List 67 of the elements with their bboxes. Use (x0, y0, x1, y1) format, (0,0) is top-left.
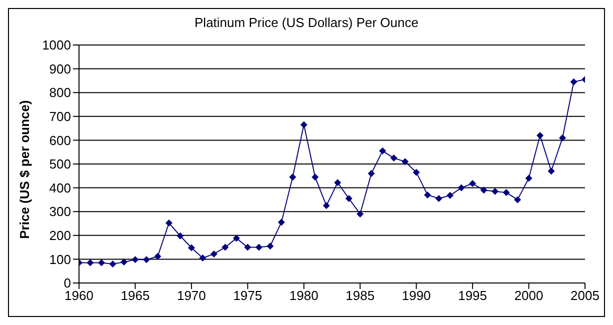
point (368, 170, 375, 178)
point (289, 174, 296, 181)
point (458, 184, 465, 192)
point (435, 195, 442, 202)
point (132, 256, 139, 264)
point (525, 174, 532, 182)
y-tick-label: 300 (49, 204, 71, 220)
point (548, 168, 555, 175)
y-tick-label: 400 (49, 180, 71, 196)
y-tick-label: 200 (49, 228, 71, 244)
x-tick-label: 1960 (64, 288, 94, 304)
x-tick-label: 1965 (120, 288, 150, 304)
point (176, 232, 184, 240)
point (402, 158, 409, 166)
point (559, 134, 566, 142)
point (480, 186, 488, 194)
point (424, 191, 432, 198)
x-tick-label: 1975 (233, 288, 262, 304)
y-tick-label: 700 (49, 109, 71, 124)
point (334, 179, 342, 186)
y-tick-label: 800 (49, 85, 71, 100)
y-tick-label: 600 (49, 132, 71, 148)
chart-title: Platinum Price (US Dollars) Per Ounce (194, 15, 420, 30)
point (232, 234, 240, 242)
point (120, 258, 128, 266)
point (300, 121, 308, 128)
x-tick-label: 1970 (176, 288, 206, 304)
point (570, 78, 578, 86)
point (210, 250, 218, 258)
point (446, 192, 454, 199)
x-tick-label: 2005 (570, 288, 600, 304)
point (165, 220, 172, 227)
point (244, 244, 252, 251)
point (502, 189, 510, 196)
y-tick-label: 900 (49, 61, 71, 76)
y-tick-label: 1000 (42, 38, 71, 53)
point (255, 244, 262, 251)
point (390, 154, 398, 162)
point (266, 242, 274, 250)
point (322, 202, 330, 210)
point (98, 259, 105, 266)
point (514, 196, 522, 204)
x-tick-label: 1985 (346, 288, 375, 304)
point (312, 174, 319, 181)
x-tick-label: 1980 (289, 288, 318, 304)
y-tick-label: 0 (64, 276, 71, 291)
x-tick-label: 1990 (402, 288, 431, 304)
y-tick-label: 500 (49, 156, 71, 172)
point (536, 132, 544, 139)
point (222, 244, 229, 251)
point (379, 147, 386, 154)
point (412, 168, 420, 176)
x-tick-label: 1995 (458, 288, 488, 304)
point (109, 260, 116, 268)
point (278, 218, 285, 226)
point (492, 188, 499, 195)
point (142, 256, 150, 264)
y-axis-title: Price (US $ per ounce) (16, 100, 32, 238)
point (188, 244, 195, 252)
y-tick-label: 100 (49, 252, 71, 267)
point (469, 180, 476, 188)
point (199, 254, 206, 262)
point (356, 210, 364, 218)
point (86, 259, 94, 266)
x-tick-label: 2000 (514, 288, 544, 304)
point (154, 252, 162, 260)
point (345, 195, 352, 202)
